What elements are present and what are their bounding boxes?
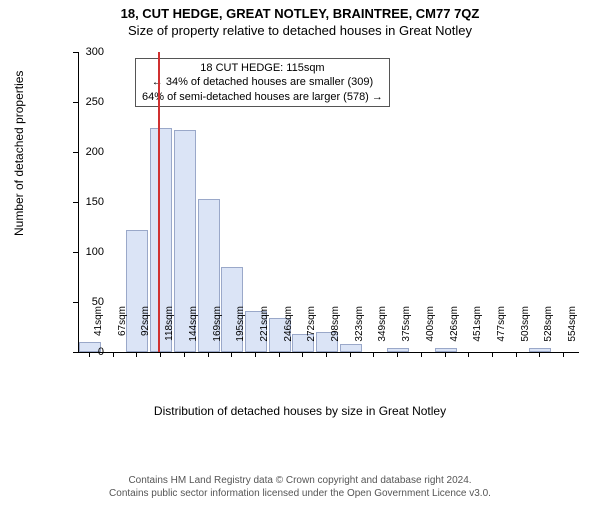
y-tick-label: 250: [74, 96, 104, 108]
x-tick-label: 246sqm: [283, 306, 294, 356]
x-tick-mark: [184, 352, 185, 357]
x-tick-mark: [445, 352, 446, 357]
x-tick-label: 528sqm: [543, 306, 554, 356]
x-tick-mark: [397, 352, 398, 357]
x-tick-mark: [421, 352, 422, 357]
x-tick-mark: [113, 352, 114, 357]
x-tick-mark: [279, 352, 280, 357]
x-axis-label: Distribution of detached houses by size …: [0, 404, 600, 418]
y-tick-mark: [73, 352, 78, 353]
x-tick-label: 67sqm: [117, 306, 128, 356]
x-tick-mark: [326, 352, 327, 357]
x-tick-label: 221sqm: [259, 306, 270, 356]
x-tick-label: 272sqm: [306, 306, 317, 356]
x-tick-label: 426sqm: [449, 306, 460, 356]
x-tick-mark: [468, 352, 469, 357]
x-tick-label: 375sqm: [401, 306, 412, 356]
annotation-box: 18 CUT HEDGE: 115sqm ← 34% of detached h…: [135, 58, 390, 107]
y-tick-mark: [73, 152, 78, 153]
y-axis-label: Number of detached properties: [12, 71, 26, 236]
annotation-line3: 64% of semi-detached houses are larger (…: [142, 90, 383, 104]
x-tick-mark: [563, 352, 564, 357]
annotation-line1: 18 CUT HEDGE: 115sqm: [142, 61, 383, 75]
chart-title-main: 18, CUT HEDGE, GREAT NOTLEY, BRAINTREE, …: [0, 6, 600, 21]
x-tick-mark: [373, 352, 374, 357]
y-tick-label: 300: [74, 46, 104, 58]
x-tick-mark: [492, 352, 493, 357]
x-tick-label: 503sqm: [520, 306, 531, 356]
x-tick-label: 451sqm: [472, 306, 483, 356]
x-tick-label: 477sqm: [496, 306, 507, 356]
x-tick-mark: [160, 352, 161, 357]
x-tick-label: 554sqm: [567, 306, 578, 356]
x-tick-mark: [231, 352, 232, 357]
x-tick-label: 323sqm: [354, 306, 365, 356]
chart-title-sub: Size of property relative to detached ho…: [0, 23, 600, 38]
y-tick-mark: [73, 202, 78, 203]
y-tick-mark: [73, 102, 78, 103]
x-tick-label: 41sqm: [93, 306, 104, 356]
x-tick-label: 118sqm: [164, 306, 175, 356]
x-tick-mark: [516, 352, 517, 357]
x-tick-label: 349sqm: [377, 306, 388, 356]
x-tick-label: 195sqm: [235, 306, 246, 356]
x-tick-label: 400sqm: [425, 306, 436, 356]
x-tick-mark: [350, 352, 351, 357]
y-tick-mark: [73, 52, 78, 53]
x-tick-label: 298sqm: [330, 306, 341, 356]
y-tick-label: 200: [74, 146, 104, 158]
footer-line2: Contains public sector information licen…: [0, 487, 600, 500]
chart-area: 18 CUT HEDGE: 115sqm ← 34% of detached h…: [48, 52, 578, 412]
y-tick-mark: [73, 302, 78, 303]
y-tick-mark: [73, 252, 78, 253]
footer-line1: Contains HM Land Registry data © Crown c…: [0, 474, 600, 487]
x-tick-mark: [539, 352, 540, 357]
x-tick-label: 169sqm: [212, 306, 223, 356]
x-tick-mark: [255, 352, 256, 357]
x-tick-label: 92sqm: [140, 306, 151, 356]
x-tick-mark: [136, 352, 137, 357]
x-tick-mark: [302, 352, 303, 357]
x-tick-mark: [208, 352, 209, 357]
y-tick-label: 100: [74, 246, 104, 258]
x-tick-mark: [89, 352, 90, 357]
marker-line: [158, 52, 160, 352]
y-tick-label: 150: [74, 196, 104, 208]
footer-text: Contains HM Land Registry data © Crown c…: [0, 474, 600, 500]
x-tick-label: 144sqm: [188, 306, 199, 356]
annotation-line2: ← 34% of detached houses are smaller (30…: [142, 75, 383, 89]
